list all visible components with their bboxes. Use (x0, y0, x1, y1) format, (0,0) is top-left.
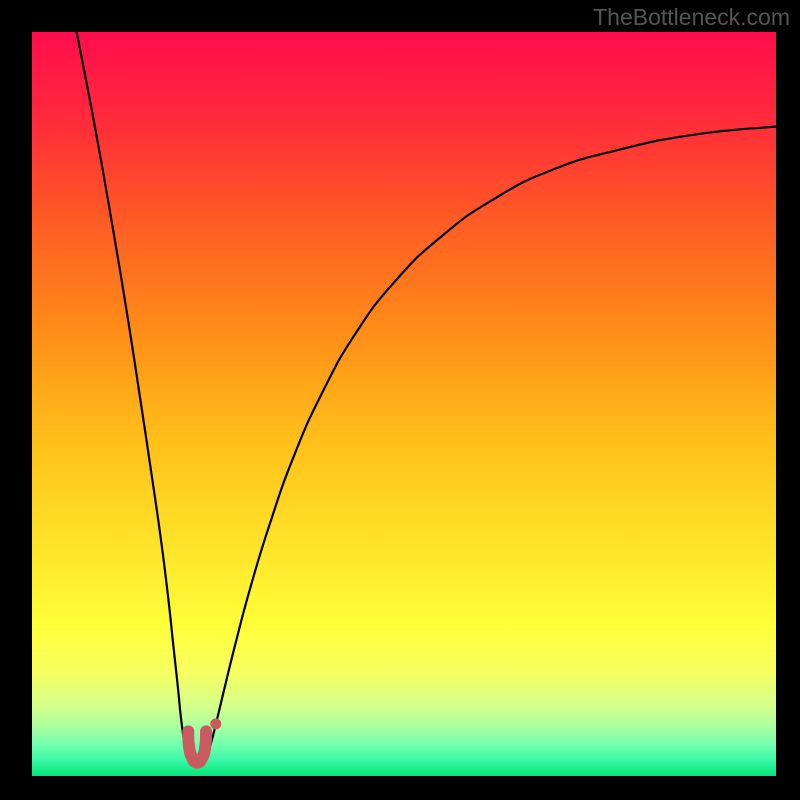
curves-overlay (32, 32, 776, 776)
plot-area (32, 32, 776, 776)
chart-container: TheBottleneck.com (0, 0, 800, 800)
marker-u-shape (188, 731, 206, 762)
curve-right (205, 126, 776, 762)
marker-dot (210, 718, 221, 729)
watermark-text: TheBottleneck.com (593, 4, 790, 31)
curve-left (77, 32, 190, 763)
